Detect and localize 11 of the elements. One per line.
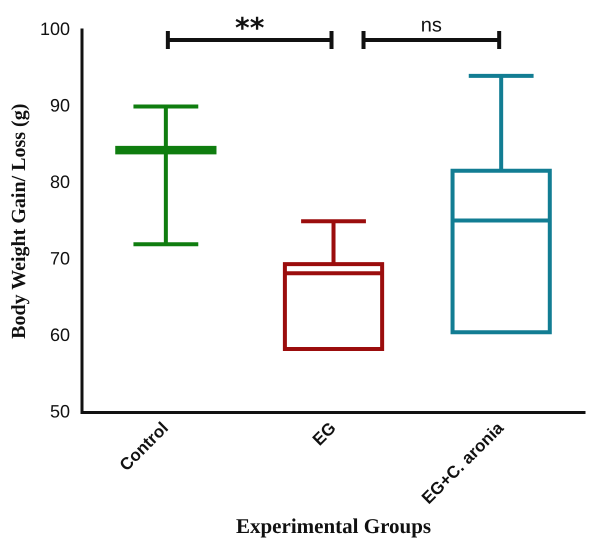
x-axis-title: Experimental Groups — [236, 514, 432, 538]
y-axis-title: Body Weight Gain/ Loss (g) — [8, 104, 30, 339]
annotation: ns — [420, 14, 442, 37]
y-tick-label: 60 — [50, 325, 70, 346]
x-tick-label: EG — [308, 418, 340, 450]
y-tick-label: 80 — [50, 172, 70, 192]
y-tick-label: 70 — [50, 248, 70, 268]
y-tick-label: 90 — [50, 95, 70, 116]
y-tick-label: 100 — [40, 18, 70, 39]
y-tick-label: 50 — [50, 402, 70, 422]
annotation: ** — [235, 11, 265, 44]
